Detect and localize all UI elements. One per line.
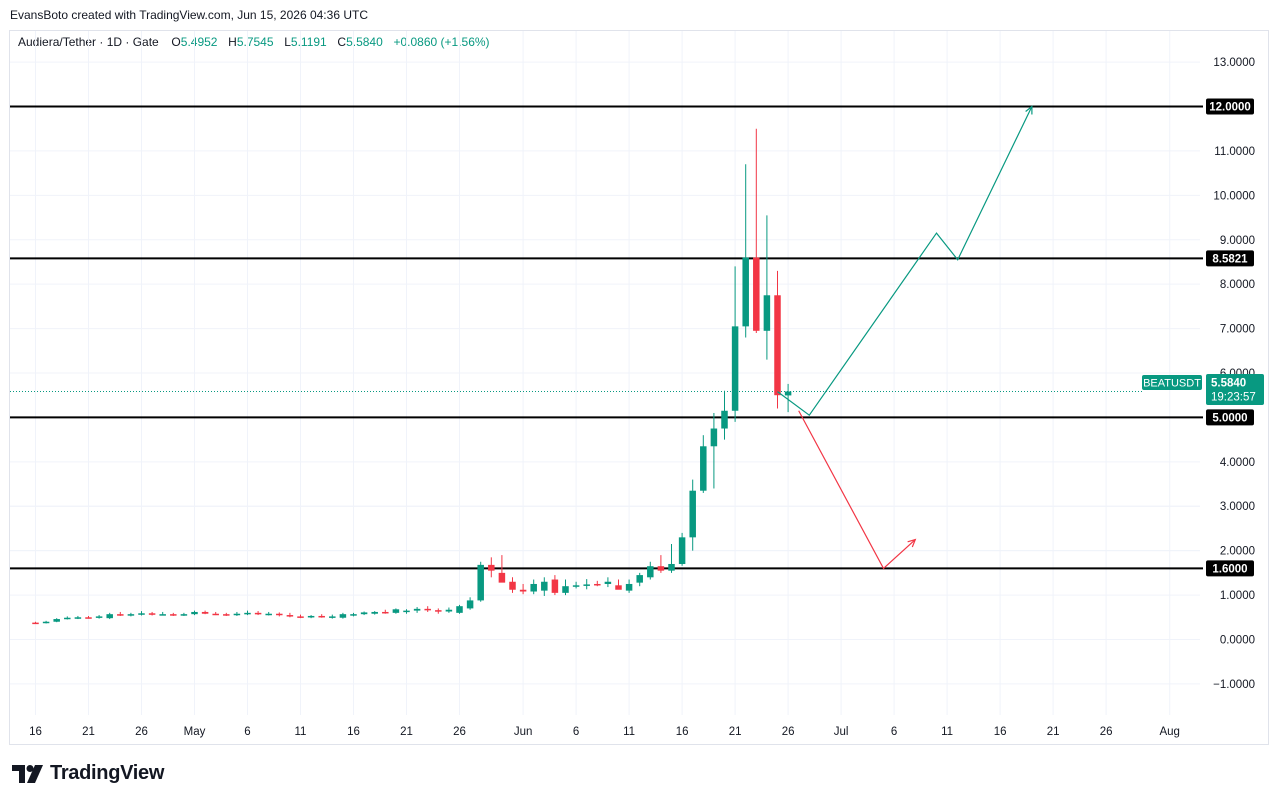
ohlc-legend: Audiera/Tether · 1D · Gate O5.4952 H5.75… [18, 35, 490, 49]
symbol-label[interactable]: Audiera/Tether · 1D · Gate [18, 35, 159, 49]
tradingview-logo-text: TradingView [50, 762, 165, 784]
chart-credit: EvansBoto created with TradingView.com, … [10, 8, 368, 22]
change-value: +0.0860 (+1.56%) [393, 35, 490, 49]
open-value: 5.4952 [180, 35, 218, 49]
open-label: O [171, 35, 181, 49]
low-value: 5.1191 [290, 35, 327, 49]
chart-frame[interactable] [9, 30, 1269, 745]
close-label: C [337, 35, 347, 49]
low-label: L [284, 35, 291, 49]
high-value: 5.7545 [236, 35, 274, 49]
high-label: H [228, 35, 237, 49]
close-value: 5.5840 [346, 35, 383, 49]
tradingview-logo-icon [12, 764, 43, 783]
tradingview-logo[interactable]: TradingView [12, 762, 164, 785]
